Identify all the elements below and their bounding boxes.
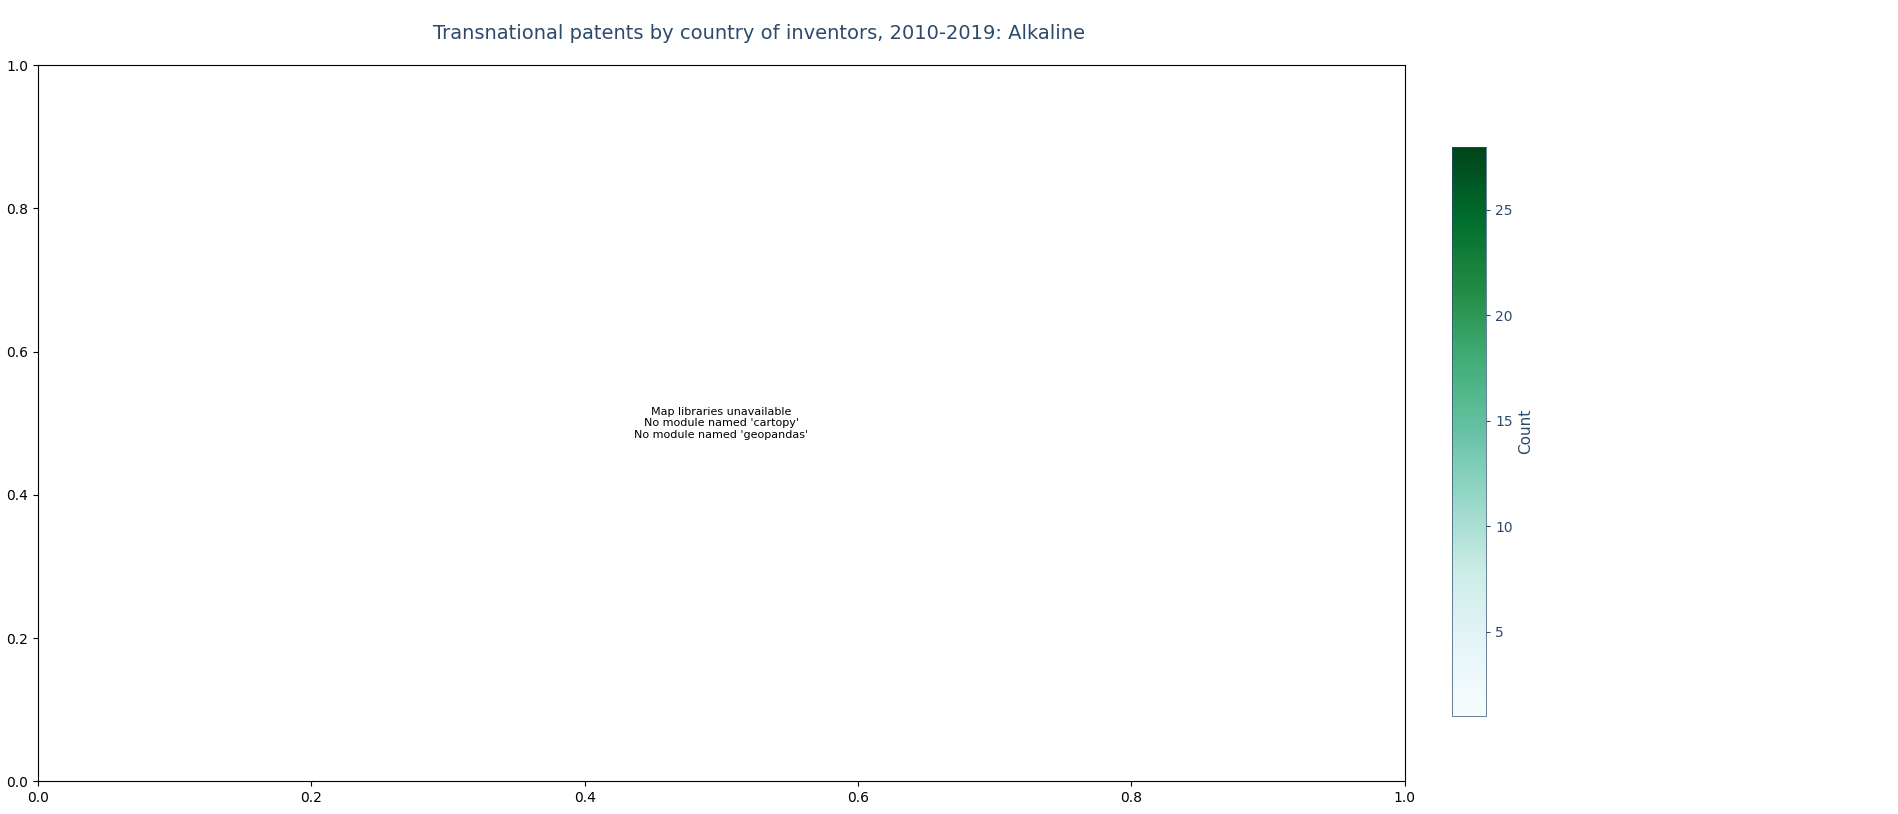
Text: Map libraries unavailable
No module named 'cartopy'
No module named 'geopandas': Map libraries unavailable No module name… (634, 407, 809, 440)
Text: Transnational patents by country of inventors, 2010-2019: Alkaline: Transnational patents by country of inve… (433, 24, 1086, 43)
Y-axis label: Count: Count (1518, 409, 1534, 454)
